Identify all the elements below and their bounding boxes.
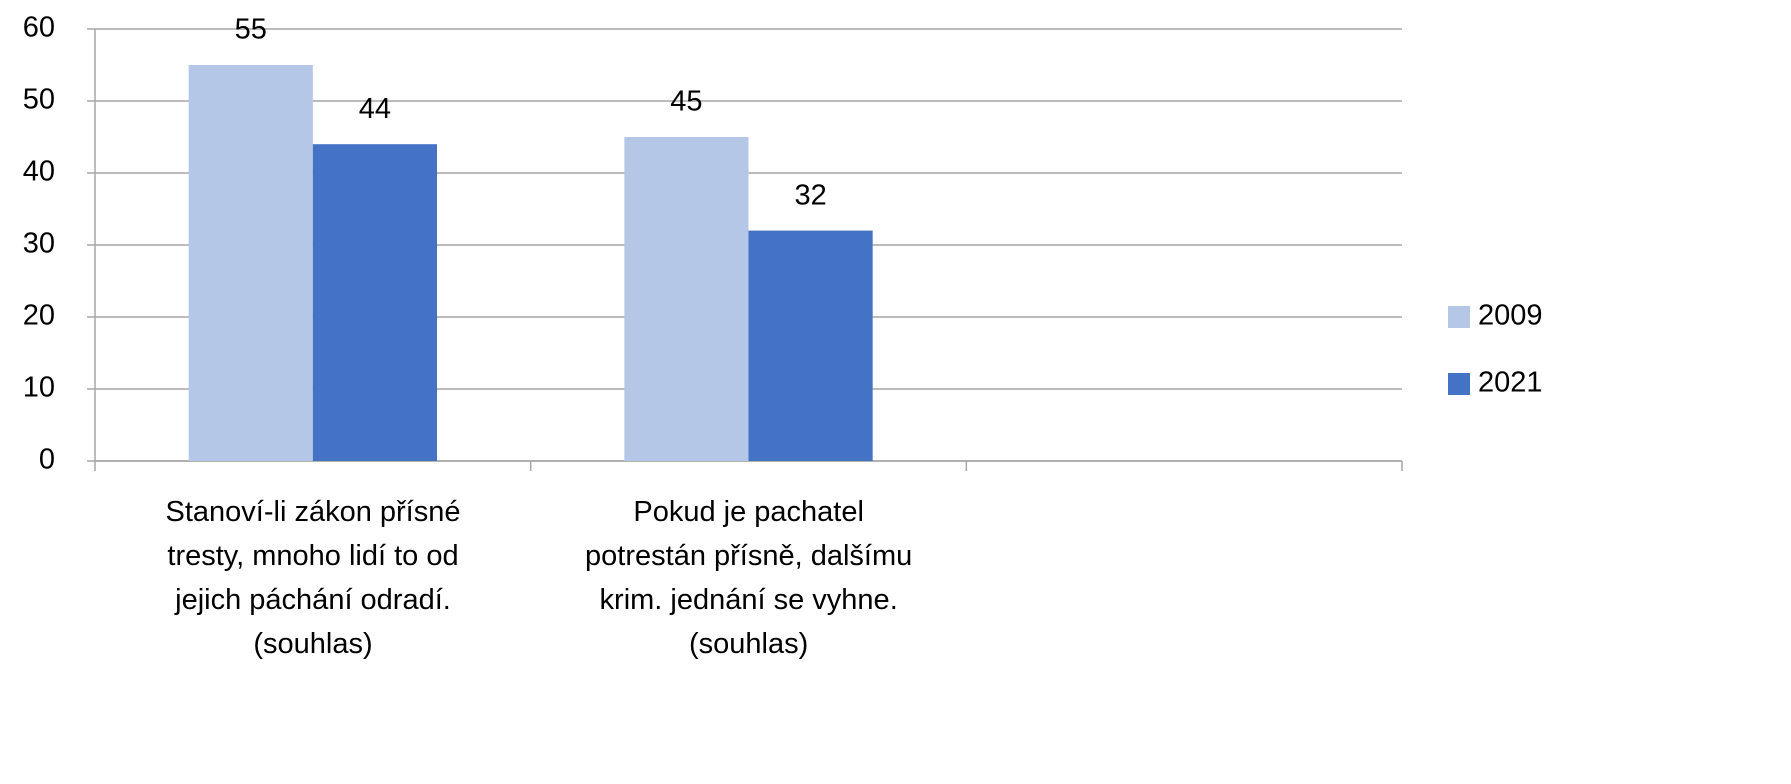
legend-label: 2021 bbox=[1478, 367, 1543, 399]
bar bbox=[624, 137, 749, 461]
bar bbox=[188, 65, 313, 461]
legend-swatch bbox=[1448, 306, 1470, 328]
y-tick-label: 10 bbox=[23, 372, 55, 404]
y-tick-label: 40 bbox=[23, 156, 55, 188]
y-tick-label: 0 bbox=[39, 444, 55, 476]
x-tick-label: Stanoví-li zákon přísné tresty, mnoho li… bbox=[165, 496, 461, 660]
bar bbox=[312, 144, 437, 461]
y-tick-label: 30 bbox=[23, 228, 55, 260]
data-label: 45 bbox=[670, 86, 702, 118]
data-label: 44 bbox=[359, 93, 391, 125]
legend-swatch bbox=[1448, 373, 1470, 395]
y-tick-label: 60 bbox=[23, 12, 55, 44]
bar bbox=[748, 230, 873, 461]
legend-label: 2009 bbox=[1478, 300, 1543, 332]
x-tick-label: Pokud je pachatel potrestán přísně, dalš… bbox=[585, 496, 913, 660]
data-label: 32 bbox=[794, 179, 826, 211]
y-tick-label: 50 bbox=[23, 84, 55, 116]
data-label: 55 bbox=[235, 14, 267, 46]
y-tick-label: 20 bbox=[23, 300, 55, 332]
